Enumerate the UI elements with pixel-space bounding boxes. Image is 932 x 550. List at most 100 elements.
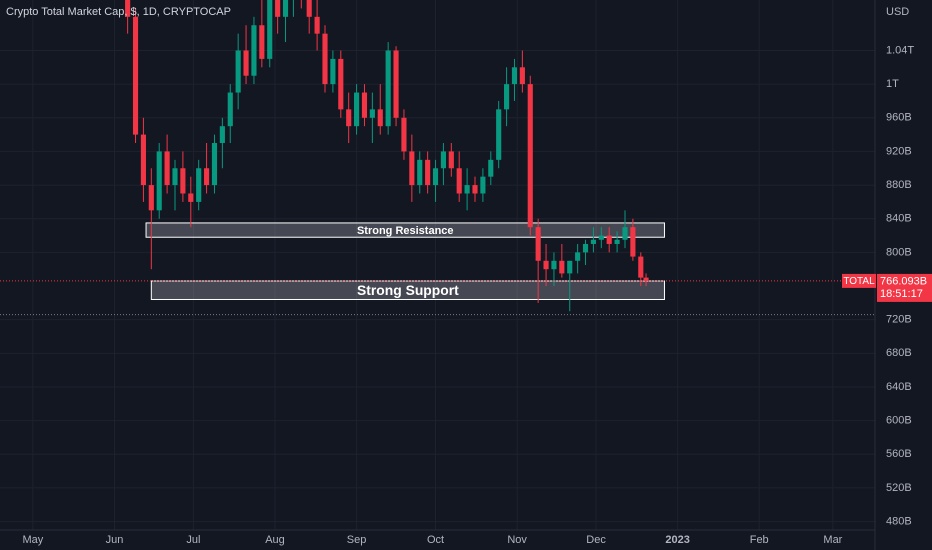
y-tick-label: 800B [886, 246, 912, 258]
candle-body [188, 193, 194, 202]
candle-body [448, 151, 454, 169]
candle-body [590, 239, 596, 244]
candle-body [314, 16, 320, 34]
candle-body [164, 151, 170, 186]
candle-body [551, 260, 557, 270]
candle-body [377, 109, 383, 127]
candle-body [251, 25, 257, 76]
candle-body [630, 227, 636, 257]
candle-body [196, 168, 202, 202]
x-tick-label: Jun [106, 534, 124, 546]
candle-body [346, 109, 352, 127]
zone-box [145, 222, 665, 238]
x-tick-label: Jul [186, 534, 200, 546]
candle-body [606, 235, 612, 244]
y-tick-label: 920B [886, 145, 912, 157]
countdown-label: 18:51:17 [880, 288, 923, 300]
x-tick-label: Dec [586, 534, 606, 546]
price-tag [877, 273, 932, 302]
zone-box [150, 280, 665, 300]
candle-body [614, 239, 620, 244]
y-tick-label: 680B [886, 347, 912, 359]
currency-label: USD [886, 6, 909, 18]
candle-body [180, 168, 186, 194]
candle-body [235, 50, 241, 93]
y-tick-label: 640B [886, 381, 912, 393]
y-tick-label: 1T [886, 78, 899, 90]
candle-body [243, 50, 249, 76]
candle-body [567, 260, 573, 274]
candle-body [322, 33, 328, 85]
candle-body [543, 260, 549, 270]
candle-body [148, 185, 154, 211]
candle-body [369, 109, 375, 118]
x-tick-label: Aug [265, 534, 285, 546]
last-price-label: 766.093B [880, 275, 927, 287]
plot-area: Strong Resistance Strong Support [0, 0, 875, 316]
x-tick-label: Mar [823, 534, 842, 546]
candle-body [472, 185, 478, 194]
candle-body [456, 168, 462, 194]
candle-body [219, 126, 225, 144]
candle-body [132, 16, 139, 135]
candle-body [156, 151, 162, 211]
candle-body [227, 92, 233, 127]
candle-body [643, 277, 649, 281]
y-tick-label: 520B [886, 482, 912, 494]
candle-body [464, 185, 470, 194]
candle-body [275, 0, 281, 17]
candle-body [385, 50, 391, 127]
candle-body [582, 243, 589, 253]
candle-body [575, 252, 581, 261]
candle-body [535, 227, 541, 261]
x-tick-label: May [23, 534, 44, 546]
candle-body [204, 168, 210, 186]
y-tick-label: 960B [886, 112, 912, 124]
candle-body [496, 109, 502, 160]
candle-body [338, 58, 344, 110]
y-tick-label: 600B [886, 415, 912, 427]
x-tick-label: Feb [750, 534, 769, 546]
candle-body [393, 50, 399, 118]
candle-body [140, 134, 146, 186]
candle-body [504, 84, 510, 110]
candle-body [511, 67, 518, 85]
candle-body [361, 92, 368, 118]
candle-body [125, 0, 131, 17]
candle-body [440, 151, 446, 169]
candle-body [488, 159, 494, 177]
candle-body [282, 0, 289, 17]
candle-body [519, 67, 525, 85]
candle-body [622, 227, 628, 240]
y-tick-label: 840B [886, 213, 912, 225]
candle-body [480, 176, 486, 194]
symbol-label: TOTAL [843, 276, 875, 287]
candle-body [527, 84, 533, 228]
x-tick-label: Nov [507, 534, 527, 546]
chart-title: Crypto Total Market Cap, $, 1D, CRYPTOCA… [6, 6, 231, 18]
grid [0, 0, 875, 530]
x-tick-label: Oct [427, 534, 444, 546]
y-tick-label: 720B [886, 314, 912, 326]
candle-body [306, 0, 312, 17]
candle-body [559, 260, 565, 274]
candle-body [432, 168, 439, 186]
candle-body [172, 168, 178, 186]
zone-label: Strong Support [357, 282, 459, 298]
candle-body [409, 151, 415, 186]
candle-body [401, 117, 407, 152]
candle-body [417, 159, 423, 186]
candle-body [330, 58, 336, 85]
candle-body [259, 25, 265, 59]
candle-body [211, 143, 218, 186]
y-tick-label: 480B [886, 515, 912, 527]
candle-body [354, 92, 360, 127]
candle-body [425, 159, 431, 186]
symbol-tag [842, 273, 876, 288]
y-tick-label: 1.04T [886, 44, 914, 56]
candle-body [638, 256, 644, 278]
x-tick-label: Sep [347, 534, 367, 546]
